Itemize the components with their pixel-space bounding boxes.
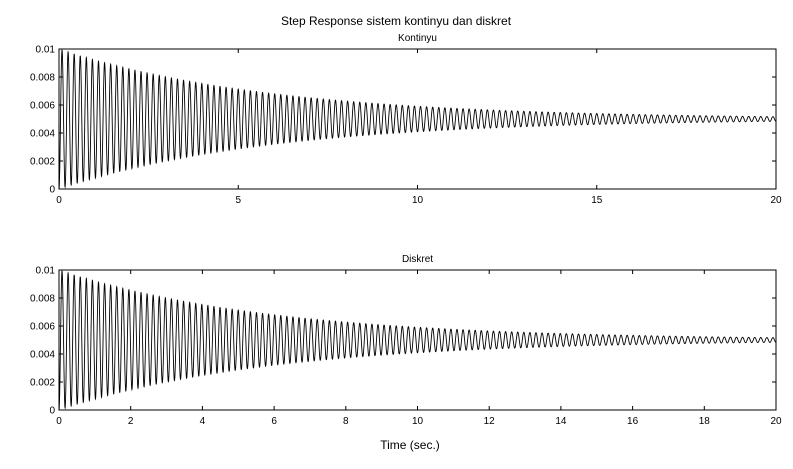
y-tick-label: 0.01 bbox=[36, 45, 56, 56]
x-tick-label: 15 bbox=[591, 195, 603, 206]
x-tick-label: 10 bbox=[412, 195, 424, 206]
x-tick-label: 5 bbox=[235, 195, 241, 206]
x-tick-label: 16 bbox=[627, 416, 639, 427]
y-tick-label: 0.01 bbox=[36, 266, 56, 277]
subplot-title: Diskret bbox=[402, 254, 433, 265]
x-tick-label: 0 bbox=[56, 195, 62, 206]
y-tick-label: 0.008 bbox=[30, 294, 55, 305]
subplot-1: Kontinyu 0 5 10 15 20 0 0.002 0.004 0.006 0.008 0.0… bbox=[30, 33, 782, 206]
series-line-1 bbox=[58, 49, 777, 190]
y-tick-label: 0 bbox=[49, 185, 55, 196]
x-tick-label: 0 bbox=[56, 416, 62, 427]
x-tick-label: 12 bbox=[484, 416, 496, 427]
subplot-2: Diskret 0 2 4 6 8 10 12 14 16 18 20 0 0.002 0.004 0.006… bbox=[30, 254, 782, 427]
y-tick-label: 0.002 bbox=[30, 157, 55, 168]
y-tick-label: 0.006 bbox=[30, 322, 55, 333]
y-tick-label: 0.004 bbox=[30, 350, 55, 361]
x-tick-label: 20 bbox=[770, 195, 782, 206]
x-tick-label: 10 bbox=[412, 416, 424, 427]
x-axis-label: Time (sec.) bbox=[380, 438, 440, 452]
y-tick-label: 0.002 bbox=[30, 378, 55, 389]
y-tick-label: 0 bbox=[49, 406, 55, 417]
x-tick-label: 20 bbox=[770, 416, 782, 427]
x-tick-label: 6 bbox=[271, 416, 277, 427]
x-tick-label: 8 bbox=[343, 416, 349, 427]
series-line-1 bbox=[58, 270, 777, 411]
y-tick-label: 0.004 bbox=[30, 129, 55, 140]
y-tick-label: 0.006 bbox=[30, 101, 55, 112]
x-tick-label: 14 bbox=[555, 416, 567, 427]
y-tick-label: 0.008 bbox=[30, 73, 55, 84]
x-tick-label: 18 bbox=[699, 416, 711, 427]
x-tick-label: 2 bbox=[128, 416, 134, 427]
subplot-title: Kontinyu bbox=[398, 33, 437, 44]
figure-title: Step Response sistem kontinyu dan diskre… bbox=[281, 14, 512, 28]
x-tick-label: 4 bbox=[200, 416, 206, 427]
